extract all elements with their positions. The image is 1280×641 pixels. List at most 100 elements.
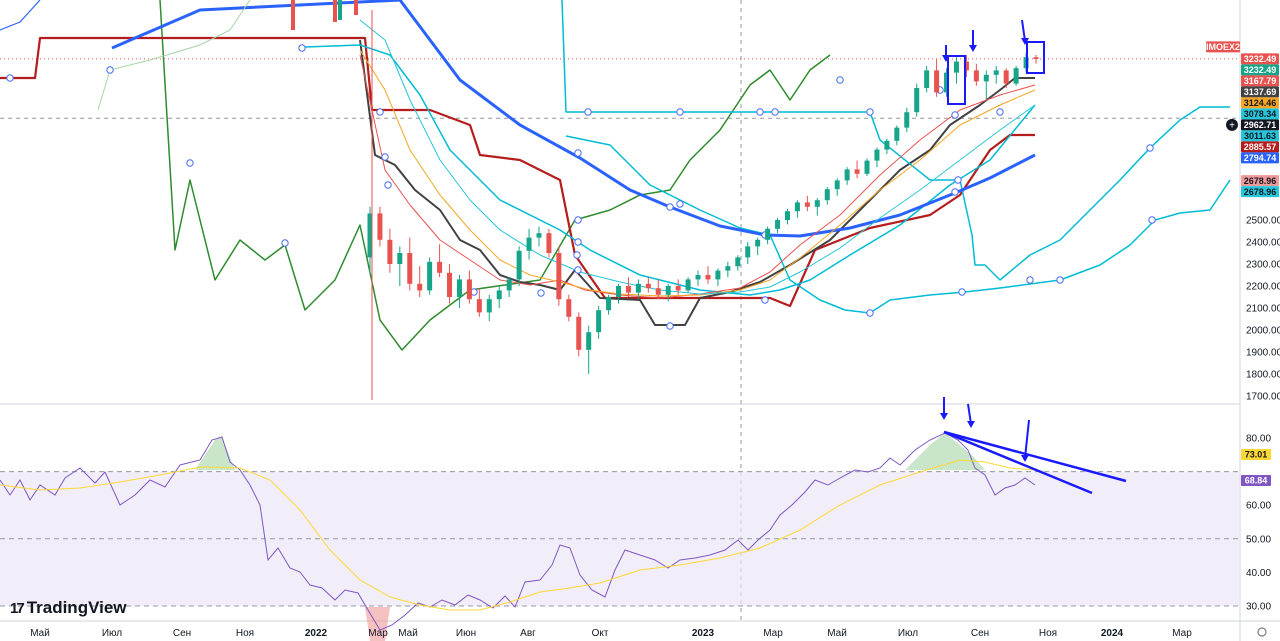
candle-body	[685, 279, 691, 291]
logo-mark: 17	[10, 599, 25, 617]
candle-body	[354, 0, 358, 15]
line-marker	[996, 108, 1004, 116]
candle-body	[775, 220, 781, 229]
price-tag-bg	[1241, 108, 1279, 120]
line-marker	[381, 153, 389, 161]
line-marker	[666, 203, 674, 211]
time-tick-label: 2024	[1101, 628, 1124, 639]
candle-body	[447, 272, 453, 297]
main-pane	[0, 0, 1231, 462]
line-marker	[106, 66, 114, 74]
line-marker	[186, 159, 194, 167]
candle-body	[1003, 70, 1009, 84]
price-tag: 3124.46	[1241, 97, 1279, 109]
line-marker	[676, 108, 684, 116]
line-marker	[1146, 144, 1154, 152]
senkou-b-line	[561, 0, 1230, 281]
candle-body	[1033, 57, 1039, 59]
candle-body	[924, 70, 930, 88]
rsi-pane	[0, 430, 1240, 641]
time-tick-label: Окт	[592, 628, 609, 639]
price-tag-bg	[1241, 75, 1279, 87]
price-tick-label: 1800.00	[1246, 370, 1280, 381]
price-tag: IMOEX2	[1206, 41, 1240, 53]
candle-body	[784, 211, 790, 220]
left-band-line	[0, 0, 41, 31]
line-marker	[836, 76, 844, 84]
price-tick-label: 2400.00	[1246, 238, 1280, 249]
candle-body	[606, 297, 612, 311]
candle-body	[576, 316, 582, 350]
price-tag-text: 2794.74	[1244, 153, 1277, 163]
candle-body	[934, 70, 940, 93]
price-tag-bg	[1241, 53, 1279, 65]
time-tick-label: Июн	[456, 628, 476, 639]
line-marker	[584, 108, 592, 116]
candle-body	[794, 202, 800, 212]
rsi-tick-label: 50.00	[1246, 534, 1271, 545]
candle-body	[506, 279, 512, 291]
candle-body	[546, 233, 552, 253]
line-marker	[1056, 276, 1064, 284]
price-tag: 2794.74	[1241, 152, 1279, 164]
price-tick-label: 1900.00	[1246, 348, 1280, 359]
candle-body	[963, 61, 969, 71]
candle-body	[526, 237, 532, 251]
candle-body	[596, 310, 602, 333]
candle-body	[804, 202, 810, 207]
candle-body	[645, 283, 651, 289]
candle-body	[914, 88, 920, 113]
candle-body	[745, 246, 751, 258]
candle-body	[338, 0, 342, 20]
price-tag-text: 2678.96	[1244, 176, 1277, 186]
price-tag: 3078.34	[1241, 108, 1279, 120]
long-ma-line	[111, 0, 1036, 238]
price-tag-bg	[1241, 64, 1279, 76]
candle-body	[675, 286, 681, 291]
candle-body	[864, 160, 870, 174]
arrow-head	[942, 55, 950, 62]
time-tick-label: Ноя	[1039, 628, 1057, 639]
line-marker	[537, 289, 545, 297]
price-tag-text: 3232.49	[1244, 54, 1277, 64]
line-marker	[958, 288, 966, 296]
line-marker	[1148, 216, 1156, 224]
line-marker	[951, 188, 959, 196]
price-tick-label: 2100.00	[1246, 304, 1280, 315]
line-marker	[1026, 276, 1034, 284]
senkou-a-line	[304, 44, 1036, 296]
price-tag-text: 2962.71	[1244, 120, 1277, 130]
annotation-arrow	[967, 403, 972, 425]
candle-body	[377, 213, 383, 240]
price-tag-text: 2678.96	[1244, 187, 1277, 197]
fast-ema-line	[359, 54, 1036, 299]
price-tick-label: 1700.00	[1246, 392, 1280, 403]
price-tag-text: 3011.63	[1244, 131, 1276, 141]
rsi-tag-bg	[1241, 474, 1271, 486]
candle-body	[333, 0, 337, 22]
annotation-arrow	[1024, 419, 1030, 459]
price-tag-bg	[1241, 152, 1279, 164]
candle-body	[894, 127, 900, 141]
candle-body	[854, 169, 860, 174]
price-axis: 2500.00 2400.00 2300.00 2200.00 2100.00 2000.…	[1206, 41, 1280, 637]
candle-body	[705, 275, 711, 280]
rsi-tick-label: 30.00	[1246, 602, 1271, 613]
candle-body	[904, 112, 910, 128]
candle-body	[665, 286, 671, 295]
time-axis: Май Июл Сен Ноя 2022 Мар Май Июн Авг Окт 2023 Мар Ма…	[30, 628, 1192, 639]
price-tag-text: 3078.34	[1244, 109, 1277, 119]
line-marker	[376, 108, 384, 116]
time-tick-label: Май	[827, 628, 847, 639]
line-marker	[866, 309, 874, 317]
rsi-tick-label: 80.00	[1246, 434, 1271, 445]
cloud-lower-line	[565, 135, 1231, 314]
logo-text: TradingView	[26, 598, 127, 617]
time-tick-label: Мар	[763, 628, 783, 639]
arrow-head	[940, 413, 948, 420]
candle-body	[466, 279, 472, 300]
candle-body	[824, 189, 830, 201]
candle-body	[427, 261, 433, 291]
line-marker	[574, 216, 582, 224]
